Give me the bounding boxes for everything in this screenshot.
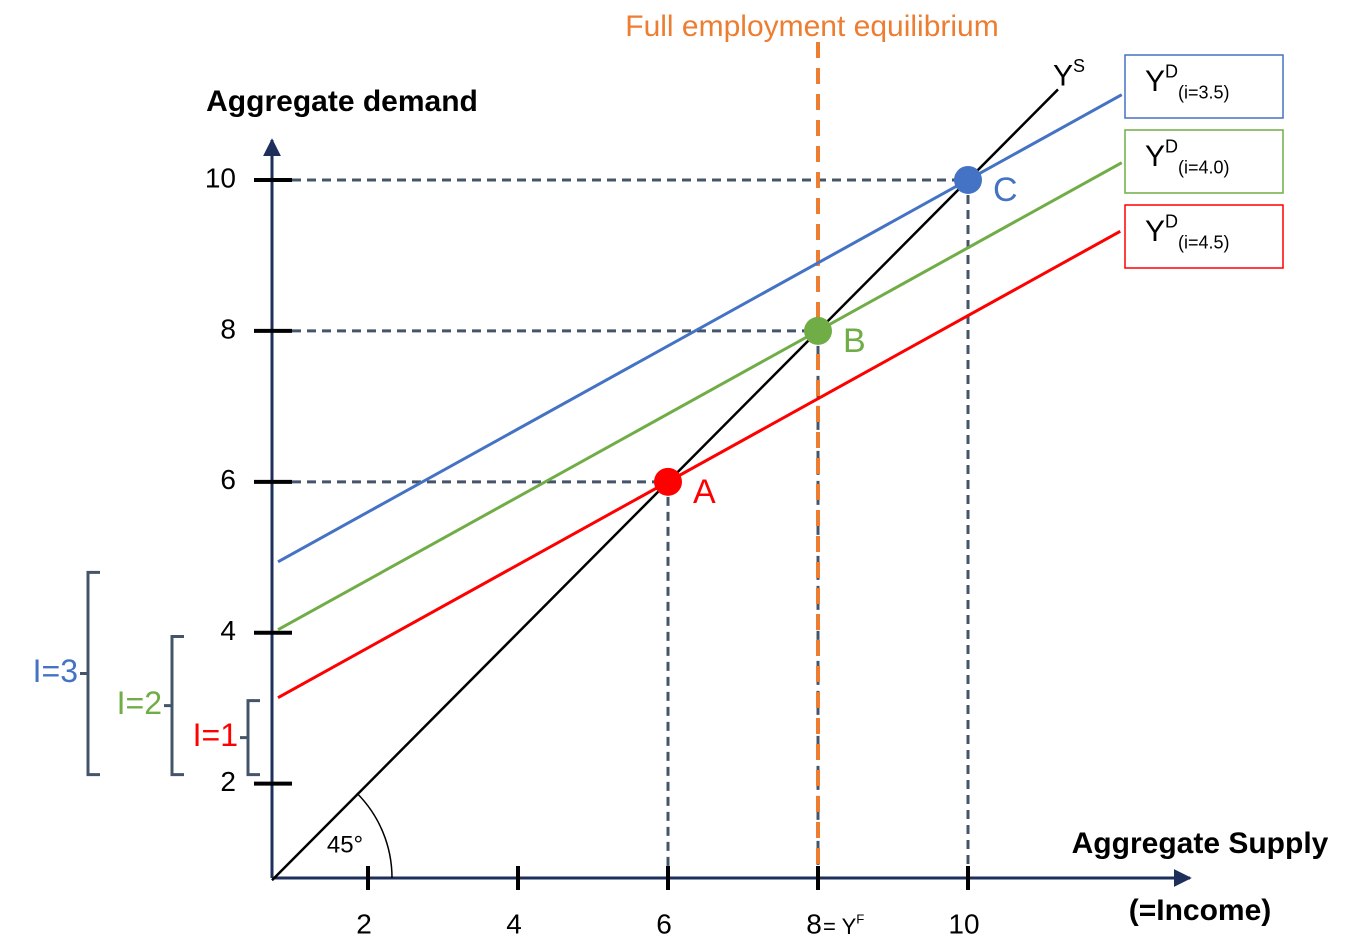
y-tick-label: 2 (220, 766, 236, 797)
series-line (277, 93, 1123, 564)
x-tick-note-sup: F (856, 912, 864, 927)
legend-label: YD(i=3.5) (1145, 61, 1230, 102)
point (654, 467, 682, 496)
bracket (240, 699, 260, 777)
legend-label-base: Y (1145, 65, 1165, 98)
legend-label-sub: (i=4.0) (1178, 157, 1230, 177)
series-line (277, 229, 1121, 699)
point-label: A (693, 473, 716, 511)
angle-arc (356, 792, 393, 879)
x-tick-note: = YF (823, 912, 864, 939)
legend-box (1124, 204, 1284, 269)
legend-label-sup: D (1165, 211, 1178, 231)
legend-label-sup: D (1165, 61, 1178, 81)
y-tick-label: 8 (220, 313, 236, 344)
point-label: B (843, 322, 866, 360)
bracket (80, 570, 100, 777)
point (954, 165, 982, 194)
series-label-sup: S (1073, 56, 1085, 76)
x-tick-note-base: = Y (823, 914, 857, 939)
legend-label-base: Y (1145, 215, 1165, 248)
legend-label-sub: (i=3.5) (1178, 82, 1230, 102)
x-axis-title: Aggregate Supply (1072, 827, 1329, 860)
y-tick-label: 4 (220, 615, 236, 646)
x-tick-label: 8 (806, 908, 822, 939)
point-label: C (993, 171, 1018, 209)
legend-label-sub: (i=4.5) (1178, 232, 1230, 252)
legend-label: YD(i=4.5) (1145, 211, 1230, 252)
legend-label: YD(i=4.0) (1145, 136, 1230, 177)
bracket-label: I=3 (33, 653, 78, 689)
legend-label-sup: D (1165, 136, 1178, 156)
series-label-base: Y (1053, 59, 1073, 92)
x-tick-label: 6 (656, 908, 672, 939)
series-label: YS (1053, 56, 1085, 93)
x-tick-label: 10 (948, 908, 979, 939)
x-axis-subtitle: (=Income) (1129, 894, 1272, 927)
y-axis-title: Aggregate demand (206, 85, 478, 118)
series-line (277, 161, 1123, 632)
bracket-label: I=2 (117, 685, 162, 721)
legend-box (1124, 129, 1284, 194)
point (804, 316, 832, 345)
bracket-label: I=1 (193, 717, 238, 753)
legend-box (1124, 54, 1284, 119)
legend-label-base: Y (1145, 140, 1165, 173)
y-tick-label: 6 (220, 464, 236, 495)
x-tick-label: 4 (506, 908, 522, 939)
angle-label: 45° (327, 831, 363, 858)
y-tick-label: 10 (205, 162, 236, 193)
reference-label: Full employment equilibrium (625, 10, 998, 43)
x-tick-label: 2 (356, 908, 372, 939)
bracket (164, 635, 184, 777)
